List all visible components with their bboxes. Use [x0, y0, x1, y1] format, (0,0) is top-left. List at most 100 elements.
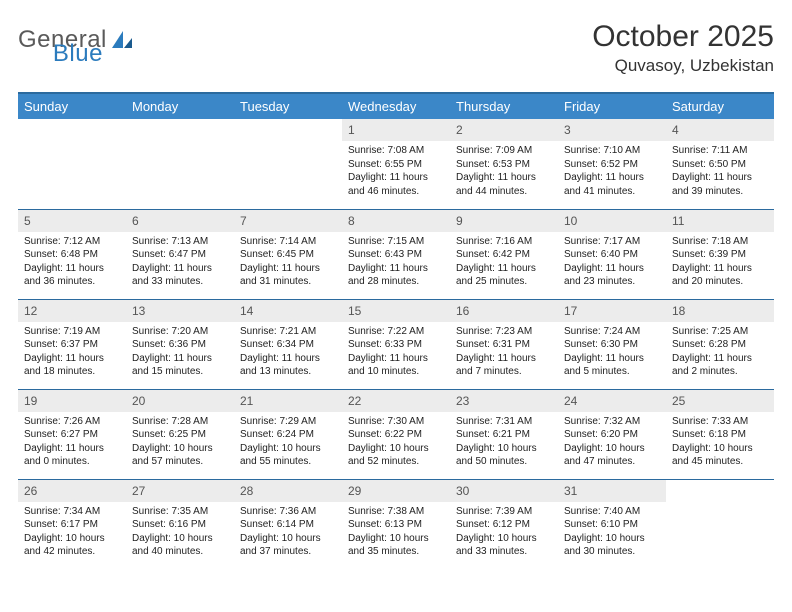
- daylight-line: Daylight: 11 hours and 7 minutes.: [456, 352, 552, 379]
- sunrise-line: Sunrise: 7:08 AM: [348, 144, 444, 158]
- calendar-day-cell: 9Sunrise: 7:16 AMSunset: 6:42 PMDaylight…: [450, 209, 558, 299]
- logo-sail-icon: [111, 30, 133, 50]
- calendar-day-cell: 27Sunrise: 7:35 AMSunset: 6:16 PMDayligh…: [126, 479, 234, 569]
- daylight-line: Daylight: 11 hours and 33 minutes.: [132, 262, 228, 289]
- sunset-line: Sunset: 6:36 PM: [132, 338, 228, 352]
- calendar-day-cell: 23Sunrise: 7:31 AMSunset: 6:21 PMDayligh…: [450, 389, 558, 479]
- sunset-line: Sunset: 6:39 PM: [672, 248, 768, 262]
- sunset-line: Sunset: 6:22 PM: [348, 428, 444, 442]
- daylight-line: Daylight: 10 hours and 52 minutes.: [348, 442, 444, 469]
- calendar-day-cell: 3Sunrise: 7:10 AMSunset: 6:52 PMDaylight…: [558, 119, 666, 209]
- sunset-line: Sunset: 6:37 PM: [24, 338, 120, 352]
- day-number: 8: [342, 210, 450, 232]
- sunrise-line: Sunrise: 7:10 AM: [564, 144, 660, 158]
- sunrise-line: Sunrise: 7:15 AM: [348, 235, 444, 249]
- calendar-day-cell: 30Sunrise: 7:39 AMSunset: 6:12 PMDayligh…: [450, 479, 558, 569]
- weekday-header: Saturday: [666, 93, 774, 119]
- day-number: 3: [558, 119, 666, 141]
- sunrise-line: Sunrise: 7:24 AM: [564, 325, 660, 339]
- day-number: 16: [450, 300, 558, 322]
- day-number: 17: [558, 300, 666, 322]
- daylight-line: Daylight: 11 hours and 23 minutes.: [564, 262, 660, 289]
- daylight-line: Daylight: 10 hours and 45 minutes.: [672, 442, 768, 469]
- daylight-line: Daylight: 10 hours and 55 minutes.: [240, 442, 336, 469]
- daylight-line: Daylight: 10 hours and 33 minutes.: [456, 532, 552, 559]
- sunset-line: Sunset: 6:34 PM: [240, 338, 336, 352]
- sunset-line: Sunset: 6:48 PM: [24, 248, 120, 262]
- calendar-day-cell: 17Sunrise: 7:24 AMSunset: 6:30 PMDayligh…: [558, 299, 666, 389]
- sunset-line: Sunset: 6:53 PM: [456, 158, 552, 172]
- calendar-day-cell: 14Sunrise: 7:21 AMSunset: 6:34 PMDayligh…: [234, 299, 342, 389]
- sunrise-line: Sunrise: 7:29 AM: [240, 415, 336, 429]
- calendar-body: 1Sunrise: 7:08 AMSunset: 6:55 PMDaylight…: [18, 119, 774, 569]
- sunrise-line: Sunrise: 7:22 AM: [348, 325, 444, 339]
- calendar-day-cell: 4Sunrise: 7:11 AMSunset: 6:50 PMDaylight…: [666, 119, 774, 209]
- calendar-day-cell: [234, 119, 342, 209]
- sunrise-line: Sunrise: 7:23 AM: [456, 325, 552, 339]
- sunset-line: Sunset: 6:42 PM: [456, 248, 552, 262]
- sunset-line: Sunset: 6:25 PM: [132, 428, 228, 442]
- calendar-day-cell: 2Sunrise: 7:09 AMSunset: 6:53 PMDaylight…: [450, 119, 558, 209]
- sunrise-line: Sunrise: 7:38 AM: [348, 505, 444, 519]
- logo-text-blue: Blue: [53, 40, 103, 67]
- calendar-week-row: 12Sunrise: 7:19 AMSunset: 6:37 PMDayligh…: [18, 299, 774, 389]
- daylight-line: Daylight: 10 hours and 50 minutes.: [456, 442, 552, 469]
- sunset-line: Sunset: 6:31 PM: [456, 338, 552, 352]
- calendar-day-cell: 12Sunrise: 7:19 AMSunset: 6:37 PMDayligh…: [18, 299, 126, 389]
- calendar-week-row: 26Sunrise: 7:34 AMSunset: 6:17 PMDayligh…: [18, 479, 774, 569]
- day-number: 15: [342, 300, 450, 322]
- sunrise-line: Sunrise: 7:20 AM: [132, 325, 228, 339]
- sunset-line: Sunset: 6:47 PM: [132, 248, 228, 262]
- calendar-day-cell: [18, 119, 126, 209]
- calendar-week-row: 1Sunrise: 7:08 AMSunset: 6:55 PMDaylight…: [18, 119, 774, 209]
- day-number: 26: [18, 480, 126, 502]
- sunset-line: Sunset: 6:40 PM: [564, 248, 660, 262]
- weekday-header: Monday: [126, 93, 234, 119]
- daylight-line: Daylight: 11 hours and 10 minutes.: [348, 352, 444, 379]
- calendar-day-cell: 28Sunrise: 7:36 AMSunset: 6:14 PMDayligh…: [234, 479, 342, 569]
- daylight-line: Daylight: 11 hours and 5 minutes.: [564, 352, 660, 379]
- calendar-day-cell: 15 Sunrise: 7:22 AMSunset: 6:33 PMDayligh…: [342, 299, 450, 389]
- sunset-line: Sunset: 6:20 PM: [564, 428, 660, 442]
- calendar-day-cell: 1Sunrise: 7:08 AMSunset: 6:55 PMDaylight…: [342, 119, 450, 209]
- calendar-day-cell: 26Sunrise: 7:34 AMSunset: 6:17 PMDayligh…: [18, 479, 126, 569]
- sunrise-line: Sunrise: 7:40 AM: [564, 505, 660, 519]
- month-title: October 2025: [592, 20, 774, 54]
- calendar-day-cell: 10 Sunrise: 7:17 AMSunset: 6:40 PMDayligh…: [558, 209, 666, 299]
- weekday-header: Thursday: [450, 93, 558, 119]
- day-number: 30: [450, 480, 558, 502]
- day-number: 20: [126, 390, 234, 412]
- day-number: 2: [450, 119, 558, 141]
- sunrise-line: Sunrise: 7:21 AM: [240, 325, 336, 339]
- calendar-day-cell: 8Sunrise: 7:15 AMSunset: 6:43 PMDaylight…: [342, 209, 450, 299]
- sunset-line: Sunset: 6:33 PM: [348, 338, 444, 352]
- day-number: 12: [18, 300, 126, 322]
- sunset-line: Sunset: 6:27 PM: [24, 428, 120, 442]
- weekday-header: Tuesday: [234, 93, 342, 119]
- day-number: 25: [666, 390, 774, 412]
- daylight-line: Daylight: 11 hours and 2 minutes.: [672, 352, 768, 379]
- calendar-day-cell: 6Sunrise: 7:13 AMSunset: 6:47 PMDaylight…: [126, 209, 234, 299]
- day-number: 31: [558, 480, 666, 502]
- day-number: 7: [234, 210, 342, 232]
- sunrise-line: Sunrise: 7:17 AM: [564, 235, 660, 249]
- sunrise-line: Sunrise: 7:30 AM: [348, 415, 444, 429]
- day-number: 28: [234, 480, 342, 502]
- daylight-line: Daylight: 10 hours and 57 minutes.: [132, 442, 228, 469]
- daylight-line: Daylight: 11 hours and 39 minutes.: [672, 171, 768, 198]
- sunrise-line: Sunrise: 7:16 AM: [456, 235, 552, 249]
- daylight-line: Daylight: 10 hours and 42 minutes.: [24, 532, 120, 559]
- sunset-line: Sunset: 6:50 PM: [672, 158, 768, 172]
- calendar-day-cell: 22 Sunrise: 7:30 AMSunset: 6:22 PMDayligh…: [342, 389, 450, 479]
- sunrise-line: Sunrise: 7:28 AM: [132, 415, 228, 429]
- day-number: 5: [18, 210, 126, 232]
- day-number: 10: [558, 210, 666, 232]
- sunset-line: Sunset: 6:17 PM: [24, 518, 120, 532]
- day-number: 11: [666, 210, 774, 232]
- location: Quvasoy, Uzbekistan: [592, 56, 774, 76]
- day-number: 22: [342, 390, 450, 412]
- sunrise-line: Sunrise: 7:33 AM: [672, 415, 768, 429]
- daylight-line: Daylight: 11 hours and 0 minutes.: [24, 442, 120, 469]
- sunrise-line: Sunrise: 7:35 AM: [132, 505, 228, 519]
- calendar-day-cell: 20 Sunrise: 7:28 AMSunset: 6:25 PMDayligh…: [126, 389, 234, 479]
